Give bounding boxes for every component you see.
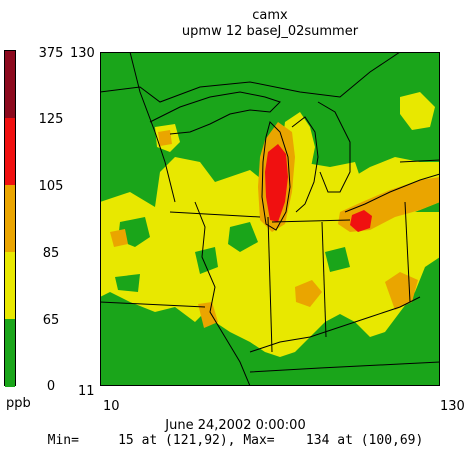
scale-band-125-375 — [5, 51, 15, 118]
scale-label-375: 375 — [38, 46, 64, 61]
timestamp: June 24,2002 0:00:00 — [165, 418, 306, 433]
x-axis-right-label: 130 — [440, 399, 465, 414]
x-axis-left-label: 10 — [103, 399, 120, 414]
state-line-mn-wi — [129, 52, 176, 203]
green-island-5 — [115, 274, 140, 292]
scale-band-0-65 — [5, 319, 15, 387]
state-line-il-in — [267, 216, 273, 353]
ohio-river — [249, 296, 421, 353]
scale-label-105: 105 — [38, 179, 64, 194]
scale-unit: ppb — [6, 396, 31, 411]
lake-huron-shore — [317, 101, 351, 193]
state-line-oh-pa — [404, 201, 411, 303]
lake-superior-shore — [149, 91, 281, 135]
ozone-map — [100, 52, 440, 386]
lake-michigan-shore — [261, 121, 291, 231]
state-line-wi-il — [169, 211, 261, 218]
min-max-readout: Min= 15 at (121,92), Max= 134 at (100,69… — [47, 433, 424, 448]
y-axis-top-label: 130 — [70, 46, 95, 61]
red-regions — [265, 144, 372, 232]
michigan-lower-peninsula — [291, 116, 319, 213]
boundary-lines — [100, 52, 440, 386]
state-line-in-oh — [321, 221, 327, 338]
state-line-ky-tn — [249, 361, 440, 373]
scale-label-65: 65 — [42, 313, 60, 328]
mississippi-river — [194, 201, 251, 386]
green-island-3 — [195, 247, 218, 274]
map-frame — [100, 52, 440, 386]
orange-region-north — [158, 130, 172, 146]
orange-region-south — [295, 280, 322, 307]
map-title: camx — [252, 8, 288, 23]
red-region-lake-michigan — [265, 144, 288, 222]
state-line-mi-in-oh — [271, 219, 351, 223]
canada-border — [100, 52, 401, 103]
scale-label-0: 0 — [46, 379, 56, 394]
scale-label-125: 125 — [38, 112, 64, 127]
color-scale — [4, 50, 16, 387]
yellow-region-east — [400, 92, 435, 130]
scale-band-85-105 — [5, 185, 15, 252]
orange-region-west-2 — [198, 302, 218, 328]
lake-erie-shore — [344, 173, 440, 213]
scale-band-65-85 — [5, 252, 15, 319]
green-island-2 — [228, 222, 258, 252]
map-subtitle: upmw 12 baseJ_02summer — [181, 24, 359, 39]
y-axis-bottom-label: 11 — [78, 384, 95, 399]
scale-band-105-125 — [5, 118, 15, 185]
state-line-ia-mo — [100, 301, 206, 308]
scale-label-85: 85 — [42, 246, 60, 261]
state-line-pa-ny — [399, 159, 440, 163]
orange-region-west-1 — [110, 229, 128, 247]
red-region-detroit-erie — [350, 210, 372, 232]
green-island-4 — [325, 247, 350, 272]
